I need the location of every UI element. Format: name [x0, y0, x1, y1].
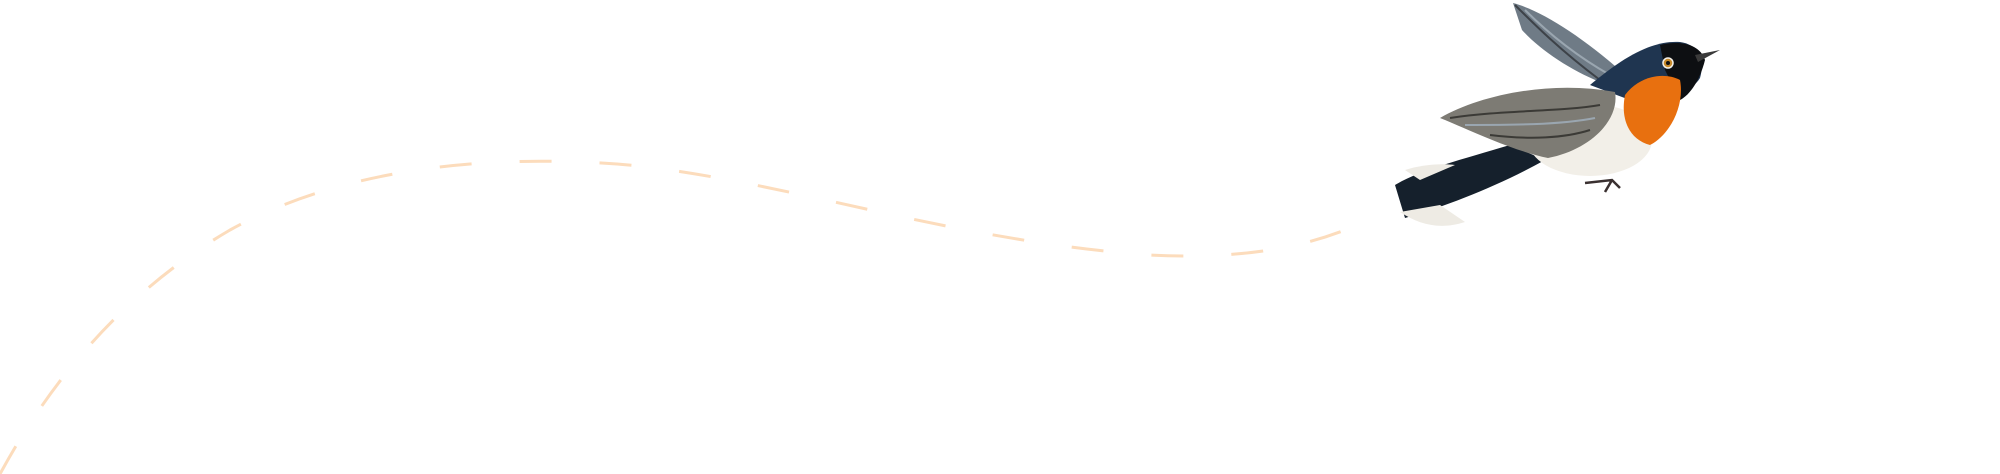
flight-path-dashed-line — [0, 159, 1356, 474]
bird-icon — [1395, 3, 1720, 226]
